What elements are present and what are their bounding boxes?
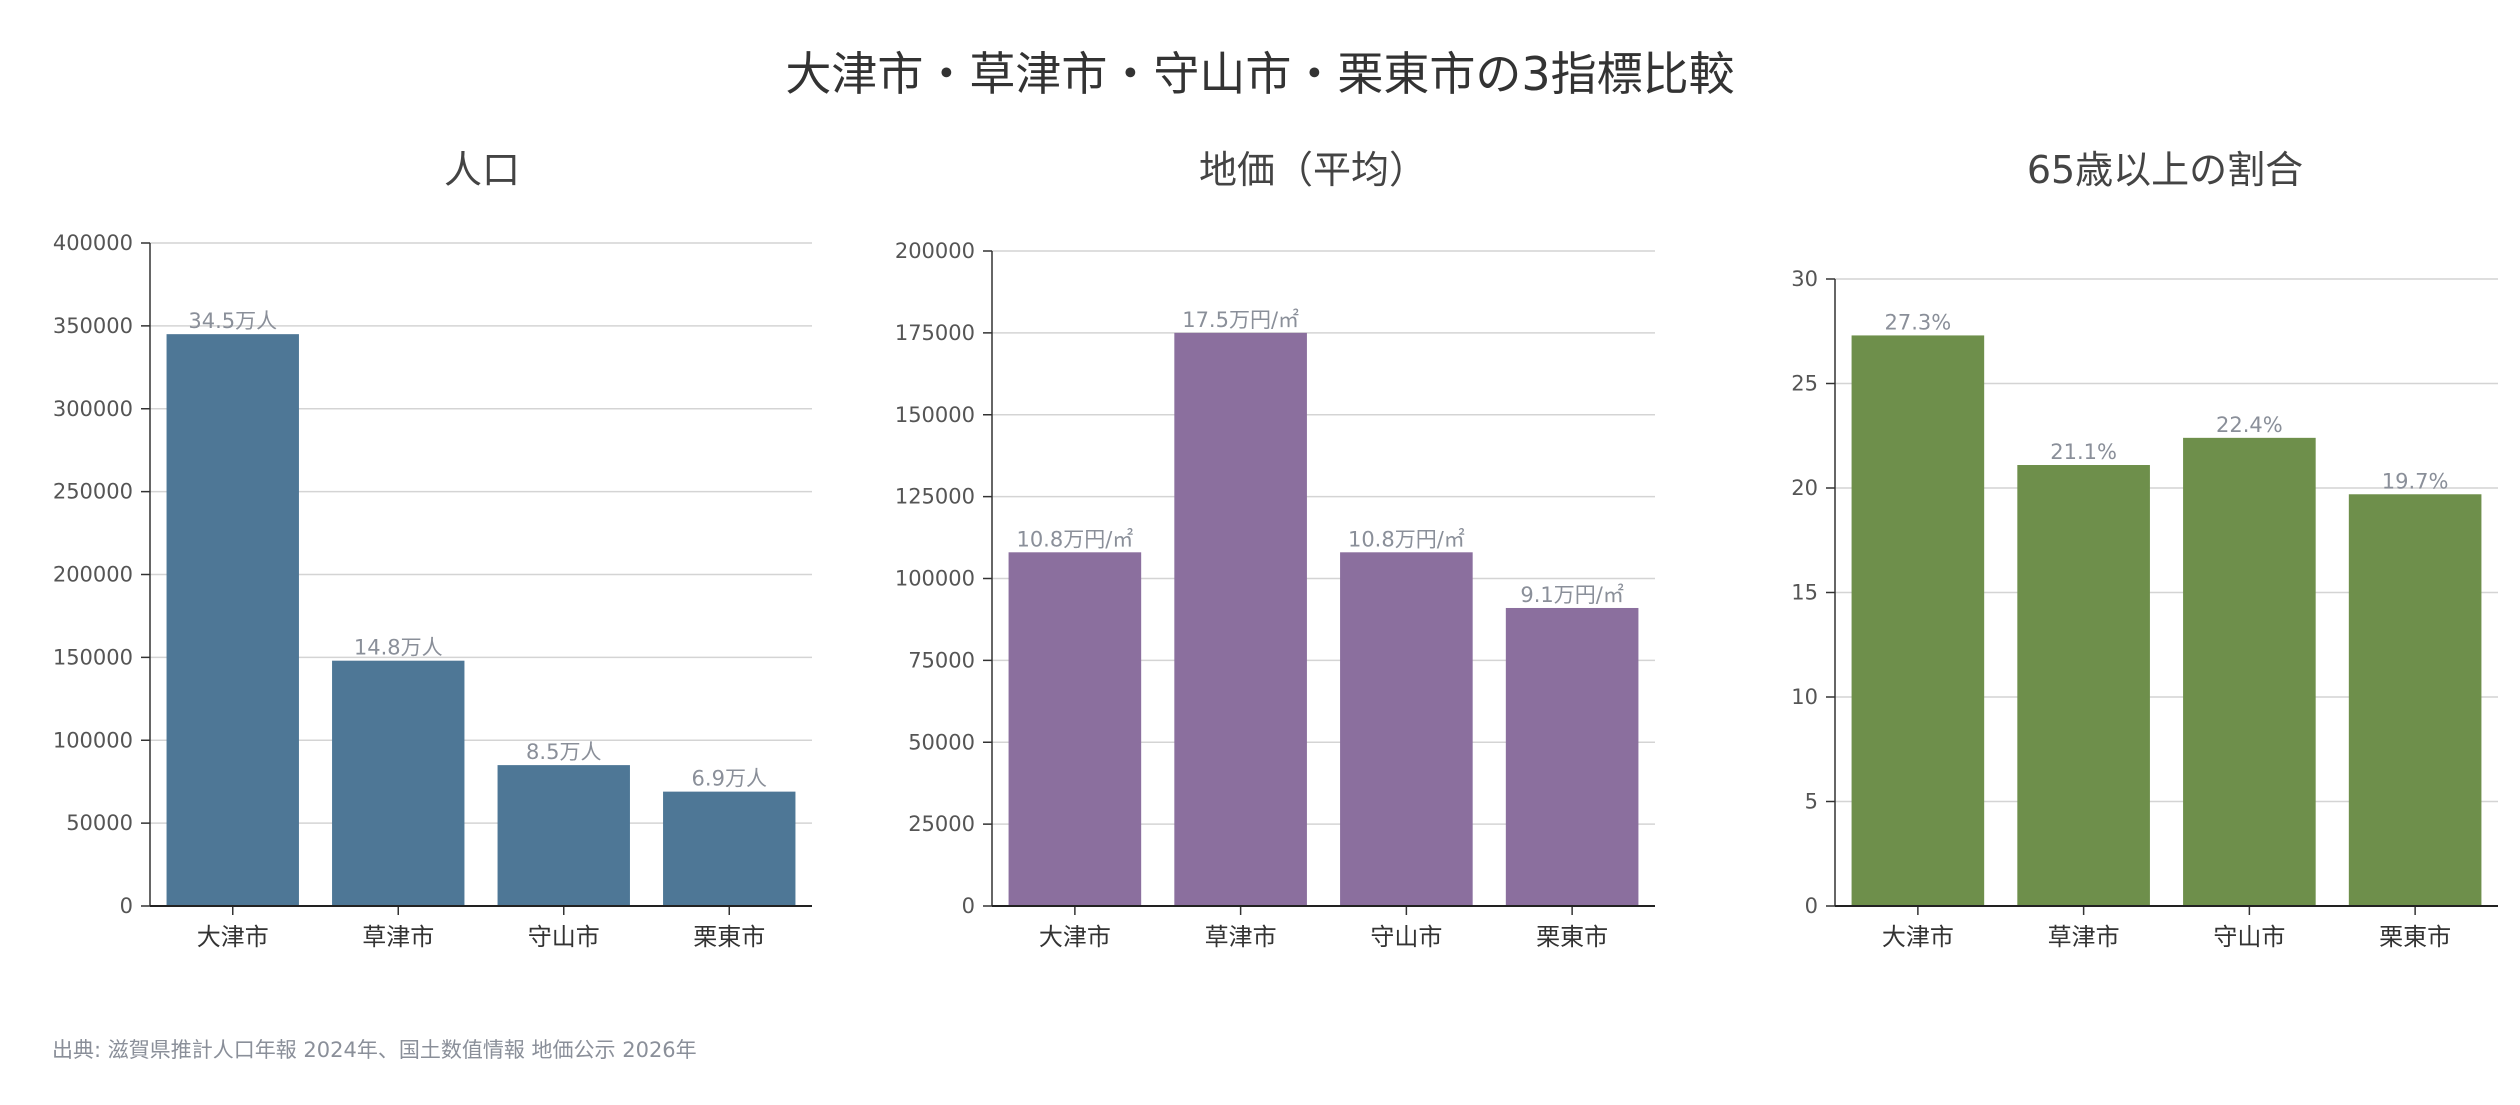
- bar-data-label: 27.3%: [1885, 310, 1952, 334]
- bar-1: [166, 334, 299, 907]
- bar-4: [1505, 607, 1639, 906]
- source-note: 出典: 滋賀県推計人口年報 2024年、国土数值情報 地価公示 2026年: [52, 1038, 697, 1062]
- bar-data-label: 10.8万円/㎡: [1016, 527, 1133, 551]
- y-tick-label: 175000: [895, 321, 975, 345]
- y-tick-label: 15: [1791, 581, 1818, 605]
- x-category-label: 栗東市: [1536, 923, 1608, 951]
- bar-2: [332, 660, 465, 906]
- x-category-label: 栗東市: [2379, 923, 2451, 951]
- subplot-title: 地価（平均）: [1199, 148, 1427, 192]
- y-tick-label: 10: [1791, 685, 1818, 709]
- chart-svg-elderly-ratio: 65歳以上の割合 0 5 10 15 20 25 30 27.3% 大津市 21.1% 草津市 22.4…: [1791, 148, 2498, 951]
- y-tick-label: 150000: [53, 645, 133, 669]
- y-tick-label: 0: [962, 894, 975, 918]
- y-tick-label: 300000: [53, 397, 133, 421]
- x-category-label: 草津市: [2048, 923, 2120, 951]
- y-tick-label: 150000: [895, 403, 975, 427]
- bar-data-label: 10.8万円/㎡: [1348, 527, 1465, 551]
- chart-svg-population: 人口 0 50000 100000 150000 200000 250000 300000 35…: [53, 148, 812, 951]
- x-category-label: 守山市: [528, 923, 600, 951]
- bar-data-label: 14.8万人: [354, 636, 443, 660]
- subplot-title: 65歳以上の割合: [2027, 148, 2303, 192]
- x-category-label: 大津市: [1039, 923, 1111, 951]
- bar-data-label: 21.1%: [2050, 440, 2117, 464]
- x-category-label: 栗東市: [693, 923, 765, 951]
- x-category-label: 守山市: [2213, 923, 2285, 951]
- y-tick-label: 250000: [53, 480, 133, 504]
- y-tick-label: 125000: [895, 485, 975, 509]
- y-tick-label: 75000: [908, 648, 975, 672]
- chart-svg-land-price: 地価（平均） 0 25000 50000 75000 100000 125000 150000…: [895, 148, 1655, 951]
- subplot-title: 人口: [444, 148, 520, 192]
- y-tick-label: 400000: [53, 231, 133, 255]
- y-tick-label: 200000: [53, 563, 133, 587]
- bar-1: [1851, 335, 1985, 906]
- bar-data-label: 19.7%: [2382, 469, 2449, 493]
- y-tick-label: 25000: [908, 812, 975, 836]
- bar-4: [663, 791, 796, 906]
- bar-3: [2183, 437, 2316, 906]
- bar-3: [1340, 552, 1473, 906]
- y-tick-label: 20: [1791, 476, 1818, 500]
- x-category-label: 大津市: [197, 923, 269, 951]
- bar-data-label: 9.1万円/㎡: [1520, 583, 1623, 607]
- bar-data-label: 22.4%: [2216, 413, 2283, 437]
- bar-4: [2348, 494, 2482, 906]
- y-tick-label: 100000: [895, 567, 975, 591]
- y-tick-label: 50000: [908, 730, 975, 754]
- x-category-label: 大津市: [1882, 923, 1954, 951]
- bar-data-label: 6.9万人: [692, 767, 767, 791]
- bar-2: [1174, 332, 1307, 906]
- y-tick-label: 5: [1805, 790, 1818, 814]
- bar-2: [2017, 465, 2150, 906]
- y-tick-label: 100000: [53, 728, 133, 752]
- chart-title: 大津市・草津市・守山市・栗東市の3指標比較: [785, 47, 1735, 101]
- x-category-label: 守山市: [1370, 923, 1442, 951]
- y-tick-label: 0: [1805, 894, 1818, 918]
- chart-panel-land-price: 地価（平均） 0 25000 50000 75000 100000 125000 150000…: [840, 0, 1680, 1105]
- x-category-label: 草津市: [362, 923, 434, 951]
- bar-data-label: 8.5万人: [526, 740, 601, 764]
- bar-data-label: 34.5万人: [188, 309, 277, 333]
- y-tick-label: 25: [1791, 372, 1818, 396]
- chart-panel-population: 人口 0 50000 100000 150000 200000 250000 300000 35…: [0, 0, 840, 1105]
- x-category-label: 草津市: [1205, 923, 1277, 951]
- y-tick-label: 200000: [895, 239, 975, 263]
- bar-3: [497, 765, 630, 906]
- y-tick-label: 0: [120, 894, 133, 918]
- chart-panel-elderly-ratio: 65歳以上の割合 0 5 10 15 20 25 30 27.3% 大津市 21.1% 草津市 22.4…: [1680, 0, 2520, 1105]
- bar-1: [1008, 552, 1142, 906]
- y-tick-label: 30: [1791, 267, 1818, 291]
- bar-data-label: 17.5万円/㎡: [1182, 308, 1299, 332]
- y-tick-label: 350000: [53, 314, 133, 338]
- y-tick-label: 50000: [66, 811, 133, 835]
